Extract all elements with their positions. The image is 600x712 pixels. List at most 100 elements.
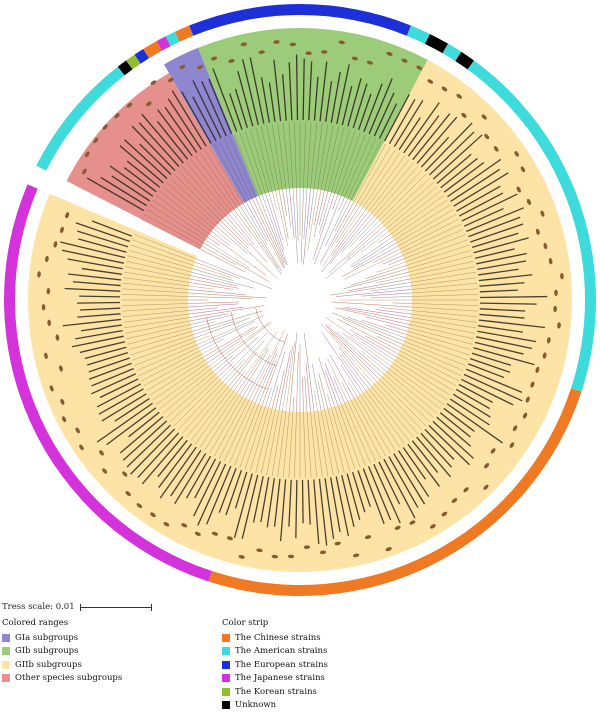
cattle-icon bbox=[321, 50, 328, 54]
cattle-icon bbox=[441, 86, 448, 92]
cattle-icon bbox=[61, 416, 67, 423]
leaf-branch bbox=[337, 405, 361, 468]
leaf-label bbox=[463, 373, 523, 402]
leaf-label bbox=[101, 393, 147, 422]
leaf-label bbox=[368, 78, 393, 135]
tree-branch bbox=[317, 380, 325, 410]
leaf-label bbox=[229, 93, 243, 130]
leaf-branch bbox=[409, 260, 474, 276]
tree-branch bbox=[201, 245, 236, 265]
tree-branch bbox=[188, 296, 253, 299]
leaf-label bbox=[478, 319, 545, 329]
leaf-label bbox=[128, 411, 160, 438]
leaf-branch bbox=[365, 155, 405, 210]
tree-branch bbox=[361, 319, 407, 335]
legend-item-chinese: The Chinese strains bbox=[222, 631, 328, 645]
leaf-label bbox=[447, 158, 502, 198]
cattle-icon bbox=[530, 381, 535, 388]
tree-branch bbox=[289, 188, 295, 239]
tree-branch bbox=[282, 345, 294, 411]
cattle-icon bbox=[366, 60, 373, 65]
tree-branch bbox=[223, 359, 245, 382]
leaf-branch bbox=[411, 310, 478, 317]
tree-branch bbox=[261, 194, 288, 266]
cattle-icon bbox=[364, 535, 372, 540]
cattle-icon bbox=[271, 554, 279, 559]
cattle-icon bbox=[194, 531, 201, 536]
leaf-branch bbox=[411, 294, 478, 297]
leaf-label bbox=[91, 220, 132, 237]
leaf-label bbox=[295, 54, 299, 121]
leaf-branch bbox=[182, 166, 227, 217]
tree-branch bbox=[213, 354, 234, 372]
leaf-branch bbox=[124, 271, 190, 283]
leaf-label bbox=[479, 282, 525, 287]
cattle-icon bbox=[548, 258, 553, 265]
leaf-branch bbox=[396, 209, 454, 244]
tree-branch bbox=[205, 239, 250, 268]
leaf-branch bbox=[266, 409, 280, 475]
strip-segment-american bbox=[442, 43, 462, 61]
tree-branch bbox=[303, 188, 311, 265]
tree-branch bbox=[318, 191, 329, 226]
tree-internal-arc bbox=[230, 312, 277, 367]
leaf-label bbox=[288, 479, 292, 527]
leaf-label bbox=[393, 453, 426, 505]
leaf-branch bbox=[129, 250, 193, 269]
tree-branch bbox=[201, 345, 218, 355]
strip-segment-american bbox=[36, 66, 125, 171]
tree-branch bbox=[228, 351, 258, 387]
leaf-branch bbox=[178, 170, 224, 219]
cattle-icon bbox=[338, 40, 345, 45]
tree-branch bbox=[336, 318, 400, 352]
leaf-label bbox=[428, 425, 470, 466]
leaf-branch bbox=[327, 127, 345, 192]
leaf-label bbox=[325, 81, 333, 122]
strip-segment-american bbox=[165, 31, 180, 47]
leaf-label bbox=[403, 102, 440, 154]
tree-branch bbox=[189, 282, 234, 290]
leaf-branch bbox=[170, 178, 219, 224]
leaf-label bbox=[249, 57, 265, 124]
leaf-branch bbox=[130, 334, 194, 356]
cattle-icon bbox=[99, 450, 104, 456]
leaf-label bbox=[194, 458, 217, 499]
leaf-branch bbox=[402, 344, 464, 371]
tree-branch bbox=[377, 336, 402, 348]
leaf-branch bbox=[190, 159, 232, 212]
leaf-branch bbox=[250, 407, 269, 471]
leaf-label bbox=[393, 99, 424, 148]
leaf-label bbox=[432, 134, 483, 180]
tree-branch bbox=[343, 271, 409, 290]
cattle-icon bbox=[543, 242, 548, 250]
tree-branch bbox=[292, 396, 295, 412]
legend-swatch-gia bbox=[2, 633, 10, 642]
tree-branch bbox=[300, 188, 304, 262]
strip-segment-european bbox=[134, 48, 149, 64]
leaf-label bbox=[477, 330, 537, 343]
leaf-branch bbox=[199, 152, 238, 208]
cattle-icon bbox=[319, 550, 327, 555]
leaf-branch bbox=[334, 130, 356, 194]
leaf-label bbox=[279, 479, 287, 542]
cattle-icon bbox=[211, 531, 219, 536]
leaf-label bbox=[341, 474, 355, 527]
leaf-branch bbox=[388, 368, 441, 410]
leaf-branch bbox=[124, 317, 190, 329]
leaf-branch bbox=[255, 408, 273, 473]
leaf-branch bbox=[127, 327, 192, 345]
cattle-icon bbox=[484, 463, 490, 469]
tree-branch bbox=[255, 353, 278, 403]
leaf-label bbox=[341, 86, 353, 126]
legend-swatch-european bbox=[222, 660, 230, 669]
tree-branch bbox=[188, 292, 267, 299]
leaf-branch bbox=[410, 317, 476, 329]
tree-branch bbox=[376, 275, 410, 284]
leaf-branch bbox=[411, 288, 478, 294]
cattle-icon bbox=[238, 554, 245, 559]
tree-branch bbox=[352, 242, 397, 269]
leaf-label bbox=[208, 78, 233, 134]
leaf-label bbox=[465, 368, 523, 393]
leaf-label bbox=[99, 378, 139, 399]
tree-branch bbox=[336, 289, 412, 297]
